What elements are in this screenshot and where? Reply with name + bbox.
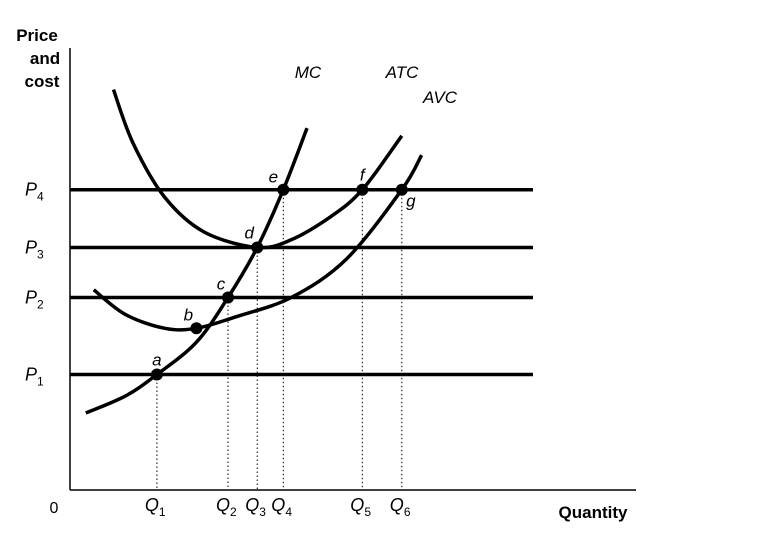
point-label-c: c — [217, 275, 226, 294]
point-label-d: d — [244, 223, 254, 242]
price-tick-label-2: P2 — [25, 288, 44, 312]
origin-label: 0 — [50, 500, 59, 517]
price-tick-label-3: P3 — [25, 237, 44, 261]
point-label-g: g — [406, 192, 416, 211]
price-tick-label-4: P4 — [25, 180, 44, 204]
point-label-f: f — [360, 166, 367, 185]
avc-curve-label: AVC — [422, 88, 458, 107]
quantity-tick-label-1: Q1 — [145, 495, 166, 519]
atc-curve-label: ATC — [385, 63, 419, 82]
point-b — [190, 322, 203, 335]
point-d — [251, 241, 264, 254]
y-axis-title-line-3: cost — [25, 72, 60, 91]
point-a — [150, 368, 163, 381]
point-c — [222, 291, 234, 304]
price-tick-label-1: P1 — [25, 365, 44, 389]
point-label-e: e — [269, 168, 278, 187]
quantity-tick-label-4: Q4 — [271, 495, 292, 519]
quantity-tick-label-6: Q6 — [390, 495, 411, 519]
quantity-tick-label-3: Q3 — [245, 495, 266, 519]
atc-curve — [111, 89, 404, 250]
y-axis-title-line-1: Price — [16, 26, 58, 45]
point-f — [356, 183, 369, 196]
point-label-a: a — [152, 351, 161, 370]
y-axis-title-line-2: and — [30, 49, 60, 68]
mc-curve-label: MC — [295, 63, 322, 82]
point-label-b: b — [184, 305, 193, 324]
quantity-tick-label-2: Q2 — [216, 495, 237, 519]
avc-curve — [92, 154, 424, 332]
point-e — [277, 183, 290, 196]
quantity-tick-label-5: Q5 — [350, 495, 371, 519]
point-g — [395, 183, 408, 196]
x-axis-title: Quantity — [559, 503, 628, 522]
